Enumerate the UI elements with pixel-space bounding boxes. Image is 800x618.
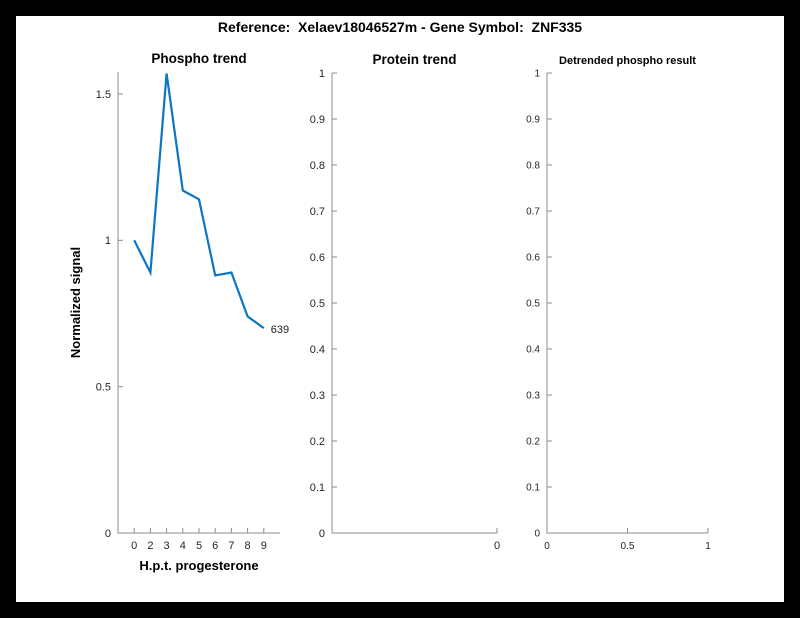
protein-trend-ytick-label: 0.2	[310, 436, 325, 448]
phospho-trend-ylabel: Normalized signal	[68, 247, 83, 358]
protein-trend-axis-spines	[331, 73, 497, 534]
phospho-trend-xtick-label: 9	[261, 540, 267, 552]
phospho-trend-xtick-label: 4	[180, 540, 186, 552]
phospho-trend-ytick-label: 0.5	[96, 382, 111, 394]
detrended-phospho-result-ytick-label: 0	[534, 529, 540, 540]
detrended-phospho-result-ytick-label: 0.3	[526, 391, 540, 402]
protein-trend-ytick-label: 0.8	[310, 160, 325, 172]
phospho-trend-line	[133, 73, 265, 329]
subplot-protein-trend: 0 0.1 0.2 0.3 0.4 0.5 0.6 0.7 0.8 0.9 1 0 Protein tr…	[310, 52, 500, 552]
protein-trend-ytick-label: 1	[319, 68, 325, 80]
protein-trend-ytick-label: 0.7	[310, 206, 325, 218]
figure-canvas: Reference: Xelaev18046527m - Gene Symbol…	[16, 16, 784, 602]
phospho-trend-end-label: 639	[271, 324, 289, 336]
protein-trend-ytick-label: 0.3	[310, 390, 325, 402]
detrended-phospho-result-xtick-label: 0.5	[621, 541, 635, 552]
detrended-phospho-result-ytick-label: 0.4	[526, 345, 540, 356]
phospho-trend-xtick-label: 3	[164, 540, 170, 552]
protein-trend-xtick-label: 0	[494, 540, 500, 552]
phospho-trend-xtick-label: 6	[212, 540, 218, 552]
phospho-trend-title: Phospho trend	[151, 51, 246, 66]
detrended-phospho-result-ytick-label: 0.8	[526, 161, 540, 172]
detrended-phospho-result-title: Detrended phospho result	[559, 55, 696, 67]
phospho-trend-xtick-label: 8	[245, 540, 251, 552]
figure-title: Reference: Xelaev18046527m - Gene Symbol…	[217, 19, 583, 35]
detrended-phospho-result-axis-spines	[546, 73, 708, 534]
protein-trend-ytick-label: 0	[319, 528, 325, 540]
protein-trend-ytick-label: 0.9	[310, 114, 325, 126]
detrended-phospho-result-ytick-label: 0.9	[526, 115, 540, 126]
phospho-trend-ytick-label: 0	[105, 528, 111, 540]
detrended-phospho-result-ytick-label: 1	[534, 69, 540, 80]
detrended-phospho-result-ytick-label: 0.7	[526, 207, 540, 218]
protein-trend-ytick-label: 0.6	[310, 252, 325, 264]
phospho-trend-xtick-label: 5	[196, 540, 202, 552]
protein-trend-ytick-label: 0.1	[310, 482, 325, 494]
detrended-phospho-result-xtick-label: 1	[705, 541, 711, 552]
phospho-trend-ytick-label: 1	[105, 235, 111, 247]
protein-trend-ytick-label: 0.5	[310, 298, 325, 310]
phospho-trend-ytick-label: 1.5	[96, 89, 111, 101]
detrended-phospho-result-ytick-label: 0.1	[526, 483, 540, 494]
protein-trend-title: Protein trend	[372, 52, 456, 67]
phospho-trend-xtick-label: 2	[147, 540, 153, 552]
detrended-phospho-result-ytick-label: 0.5	[526, 299, 540, 310]
protein-trend-ytick-label: 0.4	[310, 344, 325, 356]
phospho-trend-xtick-label: 7	[228, 540, 234, 552]
detrended-phospho-result-ytick-label: 0.2	[526, 437, 540, 448]
subplot-detrended-phospho-result: 0 0.1 0.2 0.3 0.4 0.5 0.6 0.7 0.8 0.9 1 0 0.5 1 Detren…	[526, 55, 711, 552]
phospho-trend-xtick-label: 0	[131, 540, 137, 552]
phospho-trend-xlabel: H.p.t. progesterone	[139, 558, 258, 573]
detrended-phospho-result-xtick-label: 0	[544, 541, 550, 552]
phospho-trend-axis-spines	[117, 72, 280, 534]
detrended-phospho-result-ytick-label: 0.6	[526, 253, 540, 264]
